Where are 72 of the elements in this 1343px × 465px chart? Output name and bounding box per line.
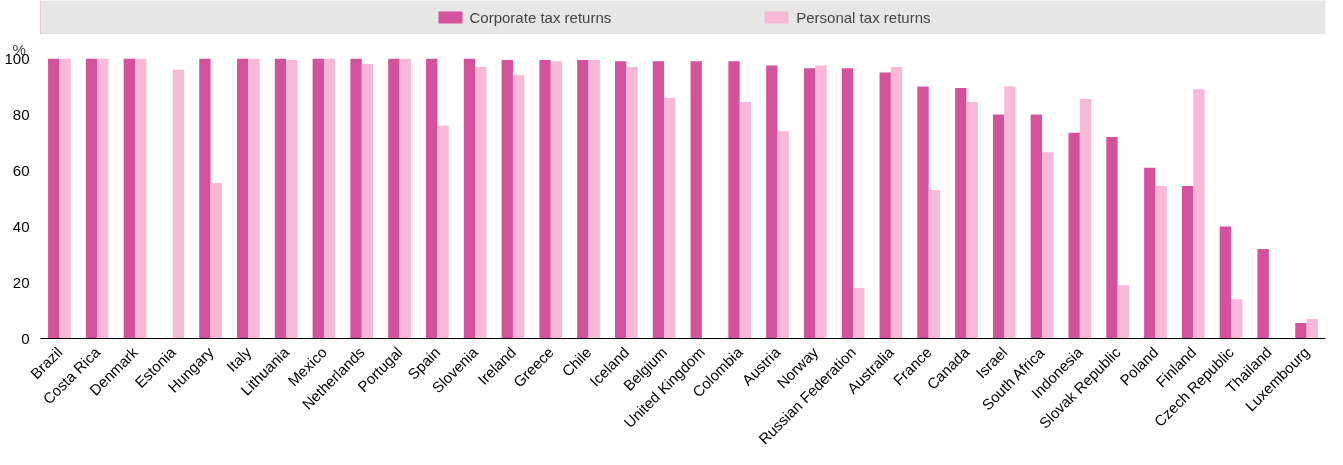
bar — [777, 131, 789, 339]
bar — [1257, 248, 1269, 339]
bar — [361, 64, 374, 339]
bar — [210, 183, 222, 339]
bar — [1306, 318, 1318, 339]
bar — [803, 68, 816, 339]
bar — [1231, 299, 1243, 339]
y-tick-label: 40 — [12, 217, 30, 235]
bar — [1068, 132, 1080, 339]
bar — [1106, 136, 1118, 339]
bar — [890, 66, 903, 339]
bar — [652, 61, 665, 339]
bar — [172, 69, 185, 339]
bar — [1193, 89, 1205, 339]
bar — [917, 86, 929, 339]
bar — [690, 61, 702, 339]
bar — [312, 58, 324, 339]
bar — [97, 58, 109, 339]
bar — [1144, 167, 1156, 339]
bar — [286, 59, 298, 339]
bar — [928, 190, 940, 339]
bar — [1117, 285, 1129, 339]
bar — [766, 65, 778, 339]
bar — [274, 58, 287, 339]
bar — [248, 58, 260, 339]
bar — [512, 75, 525, 339]
bar — [48, 58, 60, 339]
bar — [85, 58, 98, 339]
bar — [992, 114, 1005, 339]
bar — [237, 58, 249, 339]
bar — [323, 58, 336, 339]
bar — [1079, 99, 1092, 339]
bar — [1042, 152, 1054, 339]
y-tick-label: 60 — [12, 161, 30, 179]
bar — [475, 66, 487, 339]
y-tick-label: 80 — [12, 105, 30, 123]
bar — [463, 58, 476, 339]
bar — [1004, 86, 1016, 339]
bar — [879, 72, 891, 339]
bar — [577, 59, 589, 339]
bar — [955, 87, 967, 339]
bar — [123, 58, 135, 339]
bar — [739, 101, 752, 339]
bar — [841, 68, 854, 339]
bar — [1181, 185, 1194, 339]
bar — [614, 61, 627, 339]
bar — [815, 65, 827, 339]
bar — [1295, 323, 1307, 339]
bar — [426, 58, 438, 339]
bar — [134, 58, 147, 339]
bar — [59, 58, 71, 339]
y-tick-label: 20 — [12, 273, 30, 291]
legend-label: Personal tax returns — [796, 8, 931, 26]
bar — [388, 58, 400, 339]
bar — [539, 59, 551, 339]
bar — [437, 125, 449, 339]
bar — [966, 101, 978, 339]
bar — [1155, 185, 1167, 339]
y-tick-label: 0 — [21, 329, 30, 347]
bar — [664, 97, 676, 339]
bar — [588, 59, 600, 339]
bar — [626, 66, 638, 339]
bar — [350, 58, 362, 339]
bar — [550, 61, 563, 339]
bar — [853, 288, 865, 339]
bar — [1030, 114, 1043, 339]
bar — [501, 59, 513, 339]
bar — [199, 58, 211, 339]
bar — [728, 61, 740, 339]
bar — [399, 58, 411, 339]
legend-label: Corporate tax returns — [469, 8, 612, 26]
bar — [1219, 226, 1232, 339]
